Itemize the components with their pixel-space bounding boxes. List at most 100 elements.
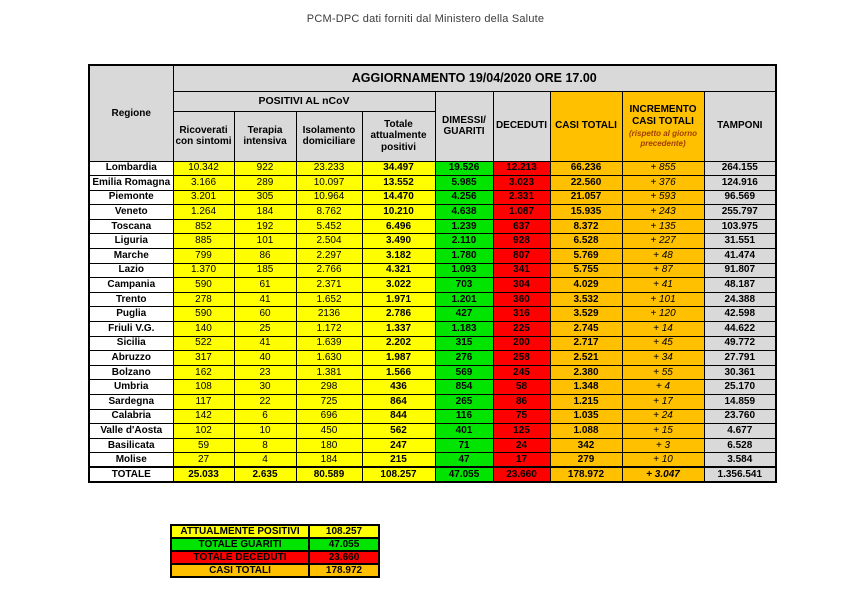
- table-row: Veneto 1.264 184 8.762 10.210 4.638 1.08…: [88, 204, 777, 220]
- cell-dimessi-guariti: 2.110: [434, 233, 494, 250]
- header-deceduti: DECEDUTI: [492, 90, 551, 162]
- cell-incremento-casi-totali: + 227: [621, 233, 705, 250]
- cell-terapia-intensiva: 192: [233, 218, 297, 235]
- cell-incremento-casi-totali: + 3.047: [621, 466, 705, 483]
- table-row: Toscana 852 192 5.452 6.496 1.239 637 8.…: [88, 218, 777, 235]
- region-name: Liguria: [88, 233, 174, 250]
- header-dimessi-guariti: DIMESSI/ GUARITI: [434, 90, 494, 162]
- cell-totale-attualmente-positivi: 1.987: [361, 350, 436, 366]
- cell-isolamento-domiciliare: 5.452: [295, 218, 363, 235]
- cell-isolamento-domiciliare: 696: [295, 408, 363, 425]
- cell-incremento-casi-totali: + 45: [621, 335, 705, 352]
- cell-ricoverati-con-sintomi: 117: [172, 394, 235, 410]
- cell-totale-attualmente-positivi: 6.496: [361, 218, 436, 235]
- summary-row: ATTUALMENTE POSITIVI 108.257: [170, 524, 380, 539]
- cell-terapia-intensiva: 22: [233, 394, 297, 410]
- cell-casi-totali: 178.972: [549, 466, 623, 483]
- cell-isolamento-domiciliare: 10.097: [295, 175, 363, 191]
- cell-incremento-casi-totali: + 3: [621, 437, 705, 454]
- cell-totale-attualmente-positivi: 247: [361, 437, 436, 454]
- header-casi-totali: CASI TOTALI: [549, 90, 623, 162]
- header-terapia-intensiva: Terapia intensiva: [233, 110, 297, 162]
- cell-terapia-intensiva: 6: [233, 408, 297, 425]
- cell-dimessi-guariti: 427: [434, 306, 494, 323]
- cell-ricoverati-con-sintomi: 162: [172, 364, 235, 381]
- cell-incremento-casi-totali: + 4: [621, 379, 705, 395]
- cell-terapia-intensiva: 289: [233, 175, 297, 191]
- cell-tamponi: 6.528: [703, 437, 777, 454]
- region-name: Basilicata: [88, 437, 174, 454]
- page-caption: PCM-DPC dati forniti dal Ministero della…: [306, 13, 545, 25]
- cell-isolamento-domiciliare: 2.766: [295, 262, 363, 279]
- cell-ricoverati-con-sintomi: 317: [172, 350, 235, 366]
- cell-dimessi-guariti: 315: [434, 335, 494, 352]
- cell-incremento-casi-totali: + 14: [621, 321, 705, 337]
- cell-totale-attualmente-positivi: 864: [361, 394, 436, 410]
- cell-deceduti: 360: [492, 291, 551, 308]
- summary-value: 47.055: [308, 537, 380, 552]
- cell-terapia-intensiva: 61: [233, 277, 297, 293]
- header-incremento: INCREMENTO CASI TOTALI (rispetto al gior…: [621, 90, 705, 162]
- cell-casi-totali: 1.088: [549, 423, 623, 439]
- cell-casi-totali: 3.529: [549, 306, 623, 323]
- cell-casi-totali: 5.755: [549, 262, 623, 279]
- cell-casi-totali: 2.745: [549, 321, 623, 337]
- cell-incremento-casi-totali: + 376: [621, 175, 705, 191]
- cell-casi-totali: 1.215: [549, 394, 623, 410]
- cell-terapia-intensiva: 4: [233, 452, 297, 468]
- cell-dimessi-guariti: 19.526: [434, 160, 494, 177]
- cell-totale-attualmente-positivi: 562: [361, 423, 436, 439]
- cell-terapia-intensiva: 305: [233, 189, 297, 206]
- cell-tamponi: 264.155: [703, 160, 777, 177]
- cell-totale-attualmente-positivi: 844: [361, 408, 436, 425]
- table-row: Abruzzo 317 40 1.630 1.987 276 258 2.521…: [88, 350, 777, 366]
- cell-isolamento-domiciliare: 450: [295, 423, 363, 439]
- cell-isolamento-domiciliare: 1.639: [295, 335, 363, 352]
- cell-tamponi: 4.677: [703, 423, 777, 439]
- cell-deceduti: 807: [492, 248, 551, 264]
- table-row: Umbria 108 30 298 436 854 58 1.348 + 4 2…: [88, 379, 777, 395]
- cell-totale-attualmente-positivi: 2.202: [361, 335, 436, 352]
- header-positivi-group: POSITIVI AL nCoV: [172, 90, 436, 112]
- region-name: Sicilia: [88, 335, 174, 352]
- cell-deceduti: 200: [492, 335, 551, 352]
- cell-isolamento-domiciliare: 10.964: [295, 189, 363, 206]
- cell-totale-attualmente-positivi: 10.210: [361, 204, 436, 220]
- cell-casi-totali: 1.348: [549, 379, 623, 395]
- region-name: Lombardia: [88, 160, 174, 177]
- cell-incremento-casi-totali: + 15: [621, 423, 705, 439]
- cell-terapia-intensiva: 23: [233, 364, 297, 381]
- cell-dimessi-guariti: 4.256: [434, 189, 494, 206]
- cell-deceduti: 125: [492, 423, 551, 439]
- header-isolamento: Isolamento domiciliare: [295, 110, 363, 162]
- cell-tamponi: 96.569: [703, 189, 777, 206]
- header-regione: Regione: [88, 64, 174, 162]
- cell-dimessi-guariti: 1.239: [434, 218, 494, 235]
- cell-dimessi-guariti: 4.638: [434, 204, 494, 220]
- cell-dimessi-guariti: 5.985: [434, 175, 494, 191]
- cell-casi-totali: 21.057: [549, 189, 623, 206]
- table-row: Basilicata 59 8 180 247 71 24 342 + 3 6.…: [88, 437, 777, 454]
- summary-row: TOTALE DECEDUTI 23.660: [170, 550, 380, 565]
- header-update-title: AGGIORNAMENTO 19/04/2020 ORE 17.00: [172, 64, 777, 92]
- region-name: Friuli V.G.: [88, 321, 174, 337]
- table-row: Liguria 885 101 2.504 3.490 2.110 928 6.…: [88, 233, 777, 250]
- cell-incremento-casi-totali: + 24: [621, 408, 705, 425]
- cell-ricoverati-con-sintomi: 27: [172, 452, 235, 468]
- cell-deceduti: 928: [492, 233, 551, 250]
- cell-ricoverati-con-sintomi: 3.201: [172, 189, 235, 206]
- table-header: Regione AGGIORNAMENTO 19/04/2020 ORE 17.…: [88, 64, 777, 162]
- region-name: Valle d'Aosta: [88, 423, 174, 439]
- summary-label: TOTALE DECEDUTI: [170, 550, 310, 565]
- cell-casi-totali: 2.521: [549, 350, 623, 366]
- region-name: Puglia: [88, 306, 174, 323]
- region-name: TOTALE: [88, 466, 174, 483]
- cell-casi-totali: 2.380: [549, 364, 623, 381]
- cell-incremento-casi-totali: + 120: [621, 306, 705, 323]
- region-name: Piemonte: [88, 189, 174, 206]
- cell-casi-totali: 5.769: [549, 248, 623, 264]
- cell-deceduti: 12.213: [492, 160, 551, 177]
- header-incremento-label: INCREMENTO CASI TOTALI: [629, 104, 697, 127]
- cell-casi-totali: 66.236: [549, 160, 623, 177]
- region-name: Toscana: [88, 218, 174, 235]
